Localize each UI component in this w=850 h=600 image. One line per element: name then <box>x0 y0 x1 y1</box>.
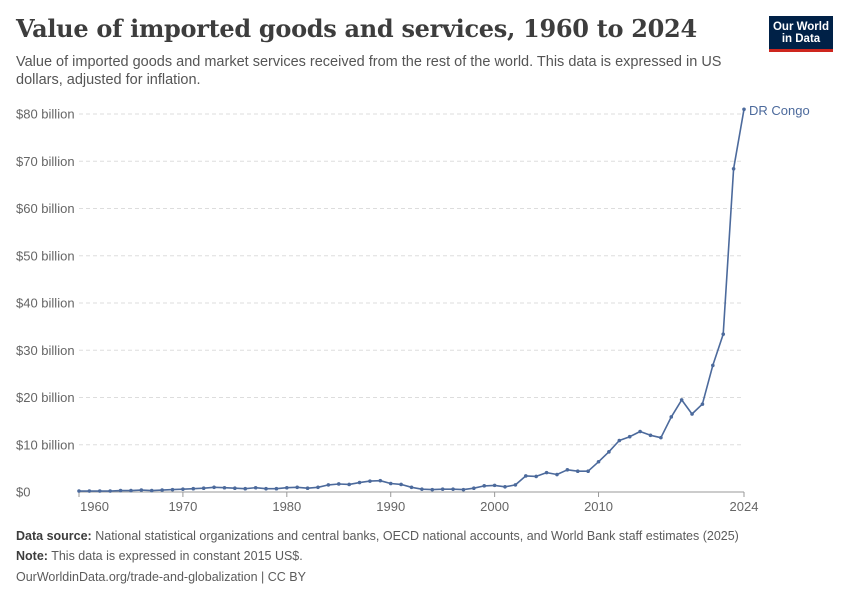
note-label: Note: <box>16 549 48 563</box>
data-point[interactable] <box>575 469 580 474</box>
data-point[interactable] <box>87 489 92 493</box>
data-point[interactable] <box>409 485 414 490</box>
data-point[interactable] <box>648 433 653 438</box>
data-source-label: Data source: <box>16 529 92 543</box>
data-point[interactable] <box>638 429 642 434</box>
data-point[interactable] <box>77 489 81 493</box>
data-point[interactable] <box>222 485 227 490</box>
data-point[interactable] <box>160 488 164 492</box>
series-line[interactable] <box>79 109 745 492</box>
y-tick-label: $70 billion <box>16 154 75 169</box>
y-tick-label: $60 billion <box>16 201 75 216</box>
data-point[interactable] <box>368 479 372 483</box>
data-point[interactable] <box>627 434 632 439</box>
data-point[interactable] <box>420 487 424 491</box>
data-point[interactable] <box>700 402 705 406</box>
data-point[interactable] <box>129 488 133 493</box>
x-tick-label: 1990 <box>376 499 405 514</box>
grid-layer <box>79 113 744 446</box>
owid-logo[interactable]: Our World in Data <box>769 16 833 52</box>
data-point[interactable] <box>378 478 383 483</box>
y-tick-label: $40 billion <box>16 296 75 311</box>
x-tick-label: 1970 <box>168 499 197 514</box>
axis-layer: $0 $10 billion $20 billion $30 billion $40 b… <box>16 107 758 515</box>
y-tick-label: $20 billion <box>16 390 75 405</box>
x-tick-label: 1980 <box>272 499 301 514</box>
x-tick-label: 2024 <box>730 499 759 514</box>
chart-title: Value of imported goods and services, 19… <box>16 14 697 43</box>
y-tick-label: $10 billion <box>16 437 75 452</box>
data-point[interactable] <box>513 483 518 487</box>
data-point[interactable] <box>711 363 715 368</box>
data-point[interactable] <box>285 485 289 490</box>
data-point[interactable] <box>461 487 466 492</box>
y-tick-label: $50 billion <box>16 248 75 263</box>
x-tick-label: 2010 <box>584 499 613 514</box>
data-point[interactable] <box>607 450 611 454</box>
data-point[interactable] <box>492 483 497 488</box>
logo-line-1: Our World <box>772 21 829 33</box>
logo-line-2: in Data <box>781 33 821 45</box>
data-point[interactable] <box>233 486 237 491</box>
data-point[interactable] <box>264 486 268 491</box>
data-point[interactable] <box>336 482 341 486</box>
data-point[interactable] <box>679 398 684 402</box>
data-point[interactable] <box>472 486 476 491</box>
data-point[interactable] <box>721 332 726 336</box>
data-point[interactable] <box>555 472 559 477</box>
chart-subtitle: Value of imported goods and market servi… <box>16 54 722 88</box>
data-point[interactable] <box>544 470 549 475</box>
y-tick-label: $0 <box>16 485 30 500</box>
data-point[interactable] <box>586 469 590 474</box>
data-point[interactable] <box>347 482 351 487</box>
data-point[interactable] <box>482 484 487 488</box>
data-point[interactable] <box>305 486 310 491</box>
data-point[interactable] <box>451 487 455 491</box>
note-text: This data is expressed in constant 2015 … <box>51 549 303 563</box>
data-point[interactable] <box>503 485 507 489</box>
data-point[interactable] <box>669 415 674 419</box>
data-point[interactable] <box>201 486 206 491</box>
data-point[interactable] <box>274 486 279 491</box>
data-point[interactable] <box>596 459 601 464</box>
data-source-line: Data source: National statistical organi… <box>16 529 739 543</box>
data-point[interactable] <box>534 474 538 479</box>
source-url-link[interactable]: OurWorldinData.org/trade-and-globalizati… <box>16 570 306 584</box>
data-point[interactable] <box>243 486 248 491</box>
data-point[interactable] <box>170 487 175 492</box>
data-point[interactable] <box>326 483 331 487</box>
x-tick-label: 1960 <box>80 499 109 514</box>
data-point[interactable] <box>690 412 694 416</box>
y-tick-label: $30 billion <box>16 343 75 358</box>
data-point[interactable] <box>316 485 320 490</box>
data-point[interactable] <box>149 488 154 493</box>
data-point[interactable] <box>388 481 393 486</box>
data-point[interactable] <box>399 482 403 487</box>
data-point[interactable] <box>357 480 362 485</box>
data-source-text: National statistical organizations and c… <box>95 529 739 543</box>
data-point[interactable] <box>212 485 216 490</box>
x-tick-label: 2000 <box>480 499 509 514</box>
data-point[interactable] <box>108 489 112 493</box>
data-point[interactable] <box>731 167 736 171</box>
data-point[interactable] <box>295 485 300 490</box>
data-point[interactable] <box>97 489 102 493</box>
data-point[interactable] <box>191 486 196 491</box>
data-point[interactable] <box>523 474 528 478</box>
data-point[interactable] <box>742 107 746 112</box>
data-point[interactable] <box>181 487 185 491</box>
y-tick-label: $80 billion <box>16 107 75 122</box>
data-point[interactable] <box>659 435 663 440</box>
data-point[interactable] <box>430 487 435 492</box>
data-point[interactable] <box>253 485 258 490</box>
series-label[interactable]: DR Congo <box>749 103 810 118</box>
data-point[interactable] <box>617 438 622 443</box>
note-line: Note: This data is expressed in constant… <box>16 549 303 563</box>
series-layer: DR Congo <box>77 103 810 493</box>
data-point[interactable] <box>440 487 445 491</box>
data-point[interactable] <box>118 488 123 493</box>
data-point[interactable] <box>565 467 570 472</box>
data-point[interactable] <box>139 488 144 492</box>
